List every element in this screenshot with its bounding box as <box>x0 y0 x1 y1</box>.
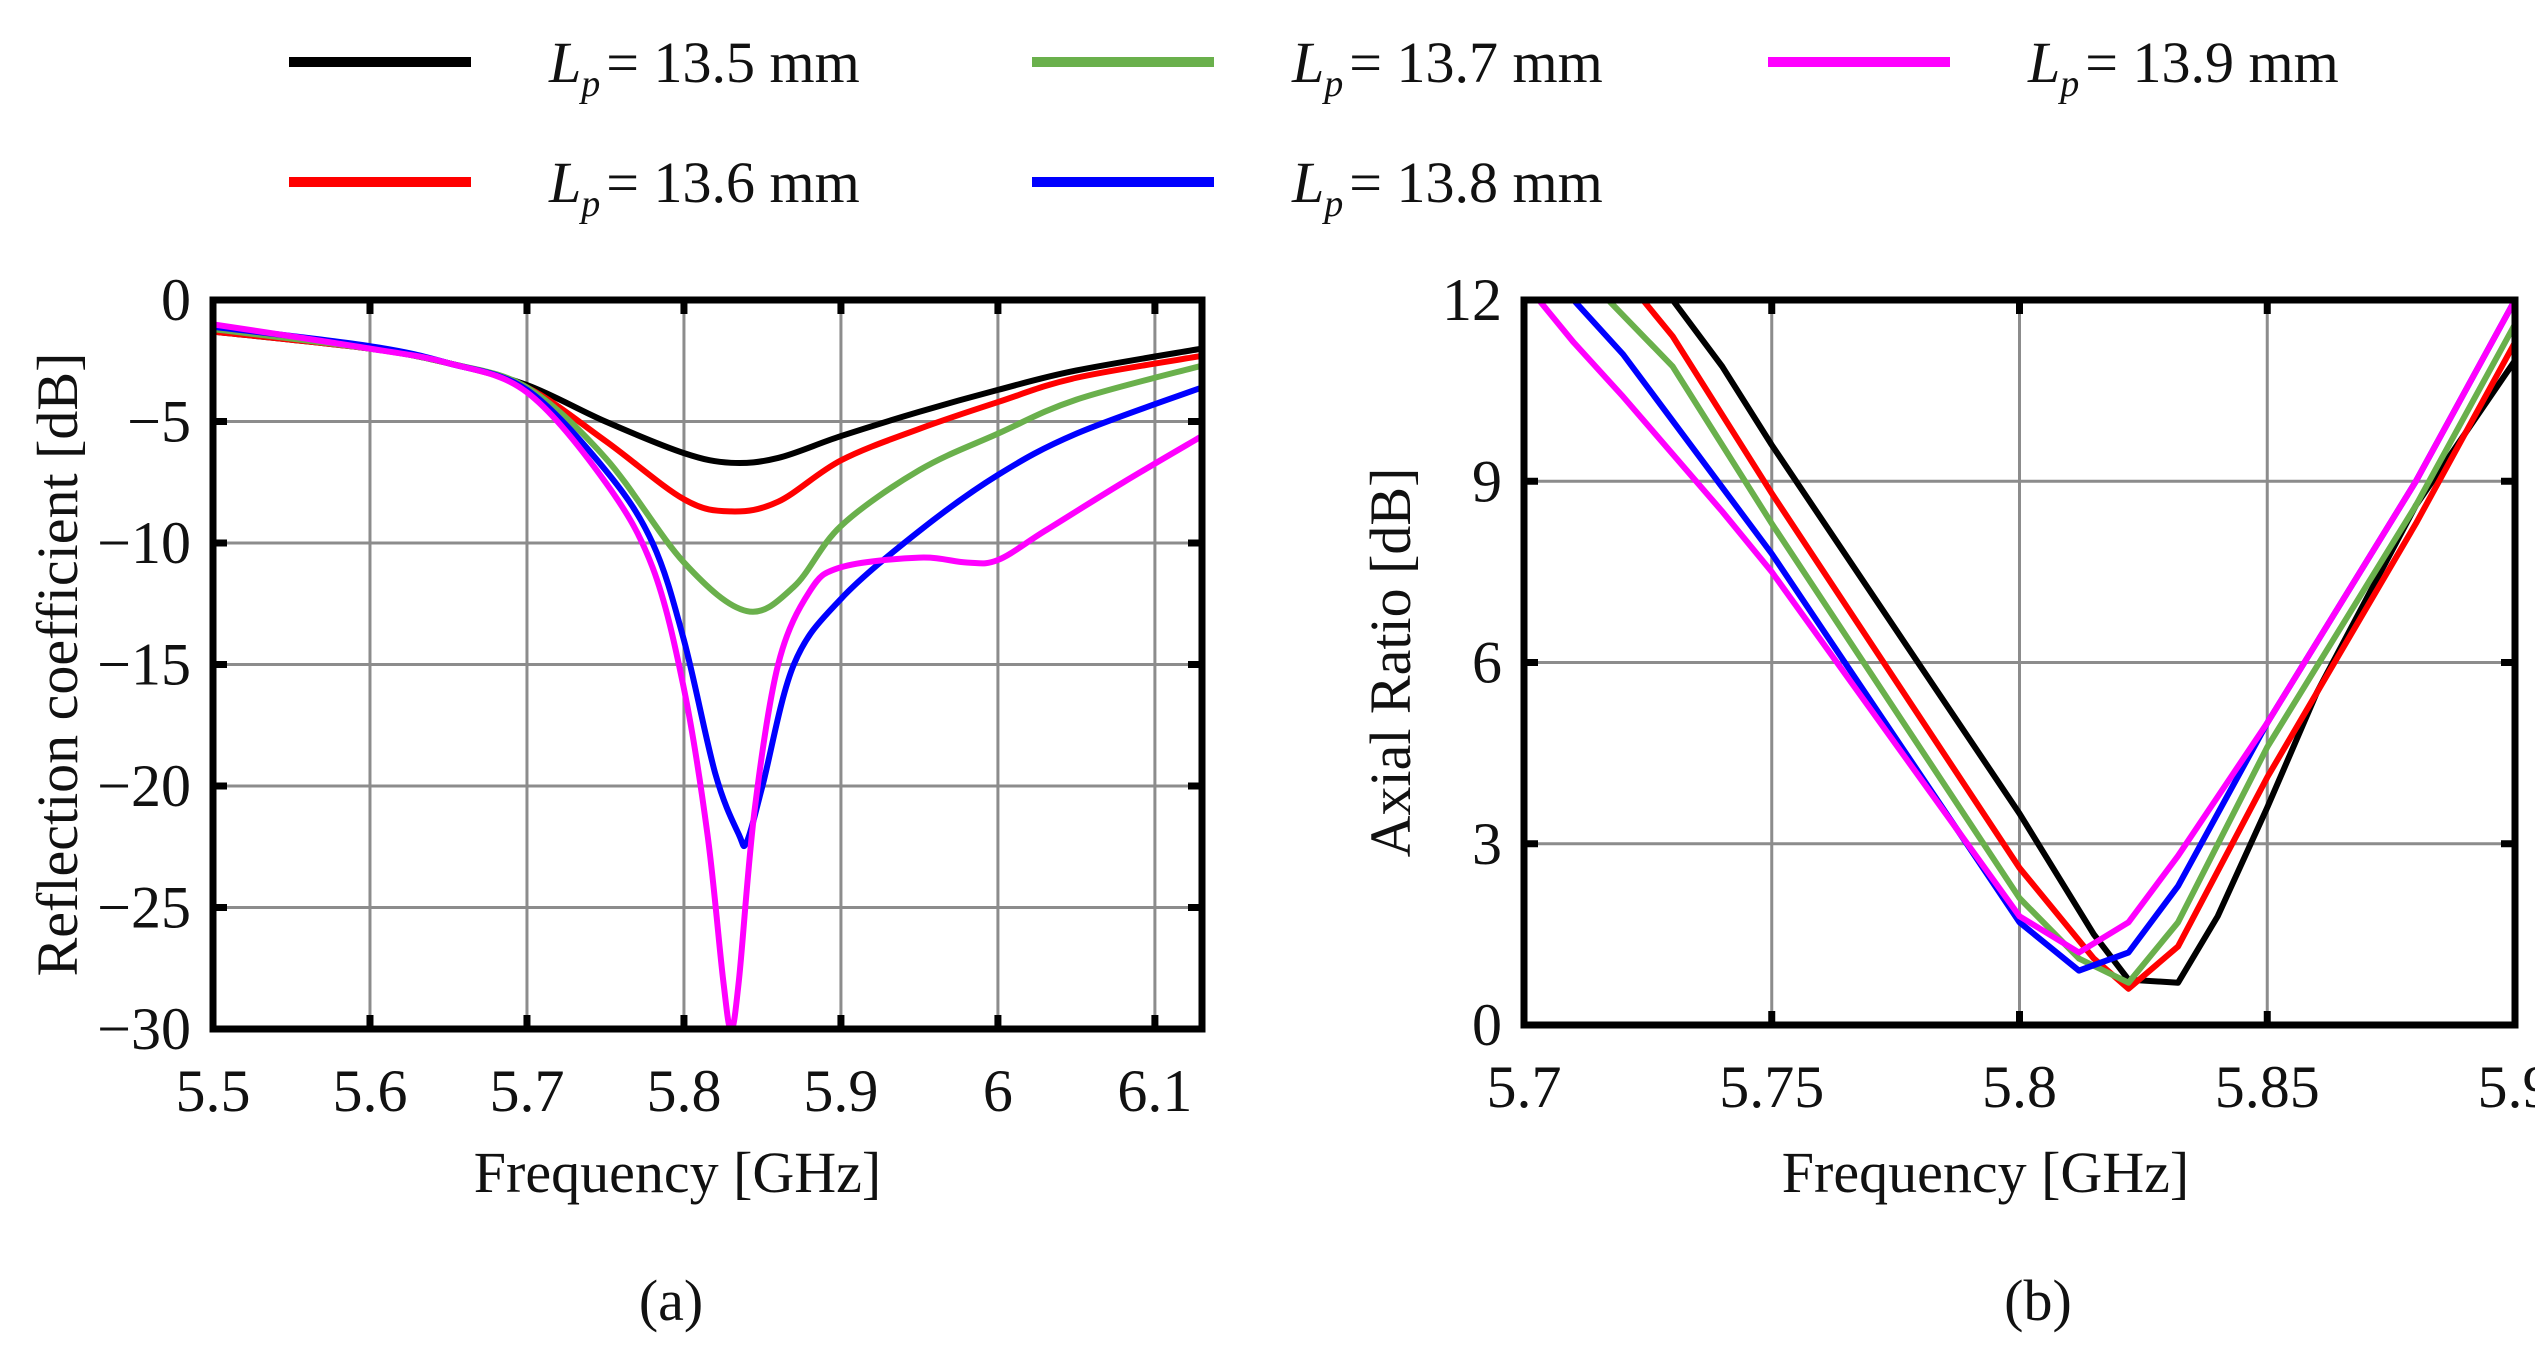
chart-axial-ratio: 5.7 5.75 5.8 5.85 5.9 0 3 6 9 12 Frequency [GHz] Ax… <box>1358 267 2535 1333</box>
y-tick-label: −25 <box>97 875 191 941</box>
y-tick-label: −20 <box>97 753 191 819</box>
y-tick-label: 9 <box>1472 448 1502 514</box>
y-tick-label: −30 <box>97 996 191 1062</box>
y-tick-label: 6 <box>1472 630 1502 696</box>
subfigure-caption: (b) <box>2004 1268 2072 1333</box>
x-tick-label: 5.8 <box>1982 1054 2057 1120</box>
series-line <box>213 326 1202 615</box>
x-tick-label: 5.9 <box>2478 1054 2535 1120</box>
subfigure-caption: (a) <box>639 1268 703 1333</box>
series-line <box>1640 298 2515 992</box>
series-line <box>1536 298 2515 956</box>
x-tick-label: 5.6 <box>332 1058 407 1124</box>
legend-entry: Lp = 13.6 mm <box>289 150 860 225</box>
series-line <box>213 321 1202 1032</box>
series-group <box>213 321 1202 1032</box>
chart-reflection-coefficient: 5.5 5.6 5.7 5.8 5.9 6 6.1 0 −5 −10 −15 −20 −25 −30 Fre… <box>25 267 1206 1333</box>
x-tick-label: 5.75 <box>1719 1054 1824 1120</box>
x-tick-label: 6.1 <box>1117 1058 1192 1124</box>
legend-label: Lp = 13.8 mm <box>1291 150 1603 225</box>
series-line <box>1606 297 2515 986</box>
legend-label: Lp = 13.7 mm <box>1291 30 1603 105</box>
x-tick-label: 5.9 <box>803 1058 878 1124</box>
series-group <box>1536 297 2515 992</box>
x-tick-label: 5.7 <box>1487 1054 1562 1120</box>
series-line <box>1670 298 2515 986</box>
x-axis-label: Frequency [GHz] <box>474 1140 881 1205</box>
y-tick-label: 12 <box>1442 267 1502 333</box>
legend-label: Lp = 13.5 mm <box>548 30 860 105</box>
y-tick-label: 3 <box>1472 811 1502 877</box>
y-axis-label: Reflection coefficient [dB] <box>25 353 90 977</box>
y-axis-label: Axial Ratio [dB] <box>1358 468 1423 858</box>
x-tick-label: 5.85 <box>2215 1054 2320 1120</box>
x-tick-label: 6 <box>983 1058 1013 1124</box>
y-tick-label: 0 <box>161 267 191 333</box>
y-tick-label: 0 <box>1472 992 1502 1058</box>
x-tick-label: 5.7 <box>489 1058 564 1124</box>
legend-label: Lp = 13.6 mm <box>548 150 860 225</box>
x-tick-label: 5.8 <box>646 1058 721 1124</box>
legend-entry: Lp = 13.5 mm <box>289 30 860 105</box>
y-tick-label: −5 <box>127 389 191 455</box>
legend-label: Lp = 13.9 mm <box>2027 30 2339 105</box>
y-tick-label: −10 <box>97 510 191 576</box>
legend-entry: Lp = 13.9 mm <box>1768 30 2339 105</box>
x-tick-label: 5.5 <box>176 1058 251 1124</box>
y-tick-label: −15 <box>97 632 191 698</box>
legend-entry: Lp = 13.8 mm <box>1032 150 1603 225</box>
legend-entry: Lp = 13.7 mm <box>1032 30 1603 105</box>
legend: Lp = 13.5 mm Lp = 13.6 mm Lp = 13.7 mm Lp = 13.… <box>289 30 2339 225</box>
x-axis-label: Frequency [GHz] <box>1782 1140 2189 1205</box>
